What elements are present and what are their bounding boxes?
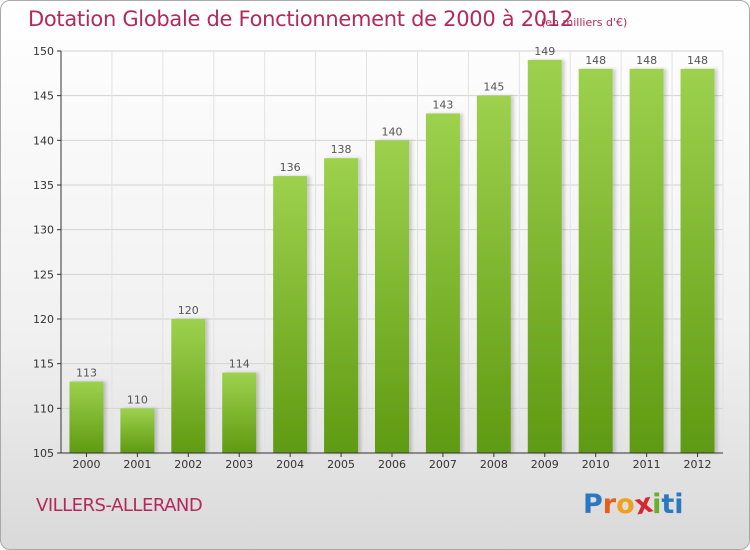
bar-2003: [222, 372, 257, 453]
data-label: 110: [127, 393, 148, 406]
y-tick-label: 130: [33, 224, 54, 237]
logo-letter: i: [652, 489, 662, 520]
place-name: VILLERS-ALLERAND: [36, 495, 203, 516]
x-tick-label: 2003: [225, 458, 253, 471]
x-tick-label: 2009: [531, 458, 559, 471]
data-label: 148: [636, 54, 657, 67]
bar-2012: [680, 68, 715, 453]
y-tick-label: 145: [33, 90, 54, 103]
bar-2000: [69, 381, 104, 453]
y-tick-label: 140: [33, 134, 54, 147]
bar-2005: [324, 158, 359, 453]
data-label: 143: [432, 99, 453, 112]
bars: [69, 59, 715, 454]
x-tick-label: 2008: [480, 458, 508, 471]
x-tick-label: 2012: [684, 458, 712, 471]
chart-units: (en milliers d'€): [541, 16, 628, 29]
data-label: 114: [229, 358, 250, 371]
bar-2001: [120, 408, 155, 453]
y-tick-label: 120: [33, 313, 54, 326]
y-tick-label: 110: [33, 402, 54, 415]
labels: 105 110 115 120 125 130 135 140 145 150 113 2000 110…: [33, 45, 712, 471]
bar-2006: [375, 140, 409, 454]
data-label: 113: [76, 367, 97, 380]
y-tick-label: 150: [33, 45, 54, 58]
x-tick-label: 2005: [327, 458, 355, 471]
logo-letter: r: [602, 489, 617, 520]
x-tick-label: 2010: [582, 458, 610, 471]
data-label: 149: [534, 45, 555, 58]
x-tick-label: 2000: [72, 458, 100, 471]
data-label: 145: [483, 81, 504, 94]
y-tick-label: 125: [33, 268, 54, 281]
x-tick-label: 2011: [633, 458, 661, 471]
bar-2008: [476, 95, 511, 454]
data-label: 148: [585, 54, 606, 67]
y-tick-label: 135: [33, 179, 54, 192]
bar-2002: [171, 319, 206, 453]
bar-2010: [578, 68, 613, 453]
bar-2009: [527, 59, 562, 453]
data-label: 148: [687, 54, 708, 67]
data-label: 140: [382, 125, 403, 138]
data-label: 138: [331, 143, 352, 156]
data-label: 136: [280, 161, 301, 174]
bar-2011: [629, 68, 664, 453]
y-tick-label: 115: [33, 358, 54, 371]
x-tick-label: 2004: [276, 458, 304, 471]
logo-letter: P: [583, 489, 603, 520]
logo-letter: o: [616, 489, 635, 520]
chart-title: Dotation Globale de Fonctionnement de 20…: [28, 7, 573, 31]
bar-2007: [425, 113, 460, 454]
axes: [57, 50, 723, 457]
x-tick-label: 2002: [174, 458, 202, 471]
logo-letter: i: [674, 489, 684, 520]
x-tick-label: 2007: [429, 458, 457, 471]
x-tick-label: 2006: [378, 458, 406, 471]
data-label: 120: [178, 304, 199, 317]
x-tick-label: 2001: [123, 458, 151, 471]
y-tick-label: 105: [33, 447, 54, 460]
logo-letter: t: [661, 489, 675, 520]
bar-2004: [273, 176, 308, 454]
proxiti-logo: Proxiti: [583, 488, 684, 522]
